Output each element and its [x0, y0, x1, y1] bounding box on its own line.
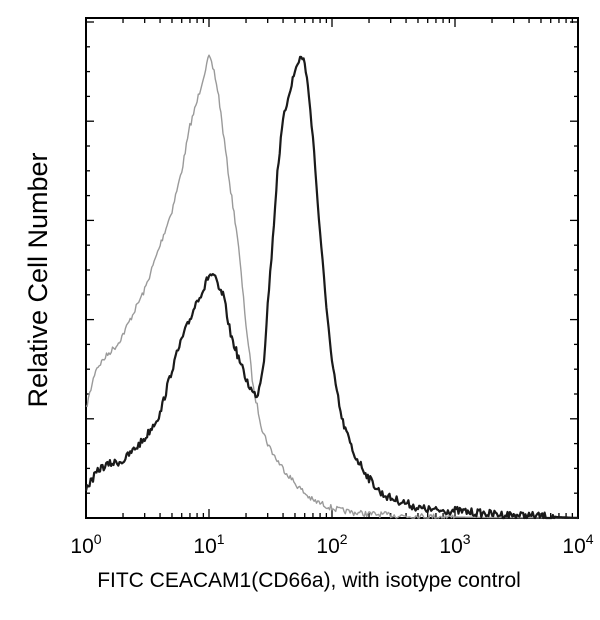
tick-marks — [85, 18, 578, 519]
x-axis-title: FITC CEACAM1(CD66a), with isotype contro… — [97, 569, 521, 592]
x-tick-label: 104 — [562, 531, 593, 558]
x-tick-label: 101 — [193, 531, 224, 558]
x-tick-label: 102 — [316, 531, 347, 558]
x-tick-label: 100 — [70, 531, 101, 558]
plot-frame — [85, 17, 579, 519]
cd66a-histogram — [84, 55, 579, 520]
x-tick-labels: 100 101 102 103 104 — [70, 531, 593, 558]
x-tick-label: 103 — [439, 531, 470, 558]
isotype-control-histogram — [85, 54, 578, 519]
series-layer — [84, 54, 579, 520]
y-axis-title: Relative Cell Number — [23, 152, 53, 407]
